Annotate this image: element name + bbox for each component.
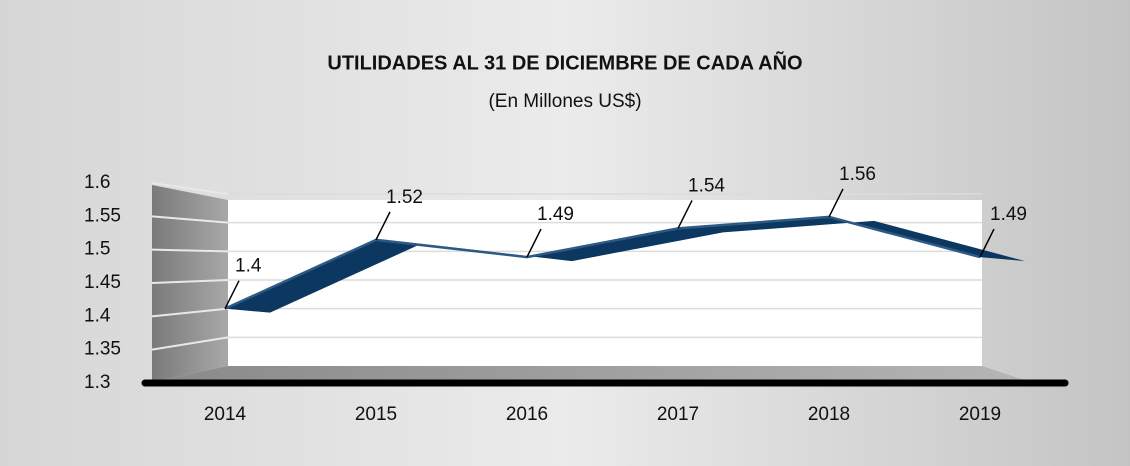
grid-line: [151, 279, 229, 284]
line: [224, 215, 981, 310]
grid-line: [151, 307, 229, 318]
x-tick-label: 2017: [657, 404, 699, 425]
y-tick-label: 1.4: [84, 305, 111, 326]
back-wall: [228, 200, 982, 366]
data-label: 1.49: [537, 204, 574, 225]
chart-subtitle: (En Millones US$): [488, 91, 641, 112]
data-label: 1.56: [839, 164, 876, 185]
grid-line: [151, 336, 229, 351]
x-tick-label: 2014: [204, 404, 247, 425]
leader-line: [828, 188, 844, 218]
x-tick-label: 2018: [808, 404, 850, 425]
leader-line: [526, 228, 542, 258]
data-label: 1.4: [235, 256, 262, 277]
y-tick-label: 1.5: [84, 239, 110, 260]
chart-title: UTILIDADES AL 31 DE DICIEMBRE DE CADA AÑ…: [327, 51, 802, 74]
floor: [152, 366, 1030, 382]
data-label: 1.52: [386, 187, 423, 208]
leader-line: [979, 228, 995, 258]
leader-line: [375, 211, 391, 241]
y-tick-label: 1.45: [84, 272, 121, 293]
y-tick-label: 1.6: [84, 172, 110, 193]
grid-line: [151, 248, 229, 253]
leader-line: [677, 200, 693, 229]
grid-line: [151, 215, 229, 224]
side-wall: [152, 185, 228, 382]
y-tick-label: 1.3: [84, 372, 110, 393]
x-tick-label: 2016: [506, 404, 548, 425]
data-label: 1.49: [990, 204, 1027, 225]
data-label: 1.54: [688, 175, 725, 196]
x-tick-label: 2015: [355, 404, 397, 425]
grid-line: [151, 182, 229, 195]
leader-line: [224, 280, 240, 310]
x-tick-label: 2019: [959, 404, 1001, 425]
y-tick-label: 1.55: [84, 205, 121, 226]
y-tick-label: 1.35: [84, 339, 121, 360]
